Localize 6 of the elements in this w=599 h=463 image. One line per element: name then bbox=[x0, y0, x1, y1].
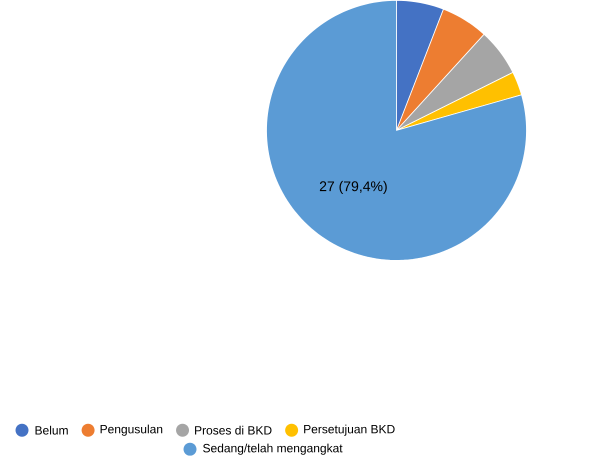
legend-label: Sedang/telah mengangkat bbox=[203, 444, 343, 455]
legend-label: Proses di BKD bbox=[195, 426, 272, 434]
legend-label: Belum bbox=[36, 426, 68, 434]
data-label: 27 (79,4%) bbox=[320, 180, 387, 194]
legend-label: Persetujuan BKD bbox=[304, 424, 395, 436]
legend-label: Pengusulan bbox=[100, 424, 162, 436]
